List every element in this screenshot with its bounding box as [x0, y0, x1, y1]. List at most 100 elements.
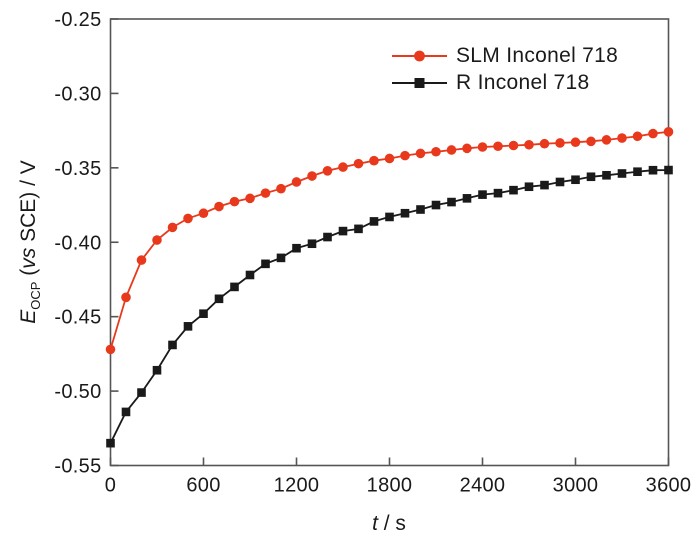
data-point-square — [524, 182, 534, 192]
data-point-square — [276, 253, 286, 263]
data-point-circle — [493, 141, 503, 152]
data-point-square — [183, 322, 193, 331]
data-point-square — [369, 217, 379, 226]
data-point-square — [509, 185, 518, 195]
data-point-circle — [322, 166, 333, 176]
data-point-square — [214, 294, 224, 304]
y-tick-label: -0.50 — [54, 381, 101, 403]
data-point-square — [400, 208, 410, 218]
data-point-circle — [648, 128, 658, 139]
data-point-circle — [570, 137, 581, 148]
data-point-circle — [183, 213, 193, 224]
legend: SLM Inconel 718 R Inconel 718 — [391, 42, 618, 96]
series-line — [109, 169, 669, 444]
y-tick-label: -0.25 — [54, 9, 101, 31]
data-point-circle — [307, 171, 317, 181]
data-point-circle — [586, 136, 596, 147]
y-tick-label: -0.40 — [54, 232, 101, 254]
data-point-square — [586, 172, 596, 182]
data-point-square — [416, 205, 425, 214]
x-tick-label: 2400 — [460, 475, 506, 497]
x-tick-label: 600 — [186, 475, 220, 497]
x-axis-ticks: 0 600 1200 1800 2400 3000 3600 — [105, 457, 692, 497]
data-point-circle — [384, 153, 395, 164]
data-point-square — [555, 177, 565, 187]
data-point-square — [478, 190, 487, 199]
data-point-circle — [462, 143, 472, 154]
series-slm-inconel-718 — [105, 127, 674, 355]
legend-item-slm-inconel-718: SLM Inconel 718 — [391, 42, 618, 69]
y-tick-label: -0.45 — [54, 307, 101, 329]
data-point-circle — [632, 131, 643, 142]
data-point-square — [199, 309, 208, 318]
y-axis-title: EOCP (vs SCE) / V — [17, 160, 43, 324]
data-point-square — [323, 232, 332, 242]
data-point-square — [307, 239, 317, 249]
data-point-circle — [136, 255, 147, 265]
data-point-circle — [198, 208, 209, 219]
x-tick-label: 3000 — [553, 475, 599, 497]
y-tick-label: -0.30 — [54, 83, 101, 105]
y-tick-label: -0.55 — [54, 456, 101, 478]
data-point-square — [633, 167, 642, 177]
y-axis-open-paren: ( — [16, 268, 40, 282]
data-point-square — [602, 170, 611, 180]
x-tick-label: 1800 — [367, 475, 413, 497]
data-point-square — [292, 243, 301, 253]
data-point-square — [648, 165, 658, 175]
data-point-circle — [229, 196, 240, 207]
y-axis-symbol: E — [16, 309, 40, 324]
data-point-circle — [353, 158, 364, 169]
data-point-circle — [446, 145, 457, 155]
data-point-circle — [121, 292, 131, 303]
data-point-circle — [477, 142, 488, 152]
data-point-circle — [539, 138, 550, 149]
data-point-circle — [167, 222, 178, 233]
data-point-square — [261, 259, 270, 269]
legend-square-marker-icon — [392, 77, 447, 88]
data-point-square — [230, 282, 239, 292]
data-point-square — [571, 175, 580, 185]
legend-circle-marker-icon — [392, 50, 447, 61]
data-point-square — [385, 212, 394, 222]
series-line — [109, 130, 669, 350]
data-point-circle — [276, 183, 286, 194]
x-tick-label: 0 — [105, 475, 116, 497]
series-r-inconel-718 — [106, 165, 673, 448]
legend-item-r-inconel-718: R Inconel 718 — [391, 69, 618, 96]
x-axis-units: / s — [377, 512, 406, 535]
y-axis-vs: vs — [16, 247, 40, 269]
data-point-square — [431, 200, 441, 210]
data-point-circle — [245, 193, 255, 204]
y-axis-subscript: OCP — [28, 281, 44, 310]
data-point-circle — [152, 235, 162, 245]
data-point-circle — [291, 177, 302, 187]
data-point-circle — [338, 162, 348, 172]
y-tick-label: -0.35 — [54, 158, 101, 180]
legend-label-slm: SLM Inconel 718 — [456, 43, 619, 67]
data-point-square — [617, 169, 627, 178]
data-point-square — [540, 180, 549, 190]
data-point-square — [137, 388, 146, 397]
data-point-square — [338, 226, 348, 236]
data-point-square — [664, 165, 673, 175]
x-axis-symbol: t — [372, 512, 378, 535]
y-axis-units: SCE) / V — [16, 160, 40, 248]
data-point-circle — [400, 150, 410, 161]
data-point-circle — [415, 148, 426, 159]
x-tick-label: 1200 — [274, 475, 320, 497]
data-point-circle — [555, 138, 565, 148]
data-point-circle — [524, 139, 534, 150]
data-point-circle — [260, 188, 271, 198]
data-point-circle — [508, 140, 519, 151]
x-tick-label: 3600 — [646, 475, 692, 497]
legend-label-r: R Inconel 718 — [456, 70, 590, 94]
y-axis-ticks: -0.25 -0.30 -0.35 -0.40 -0.45 -0.50 -0.55 — [54, 9, 119, 478]
data-point-square — [447, 197, 456, 207]
data-point-square — [168, 340, 177, 350]
data-point-circle — [214, 201, 224, 212]
data-point-square — [245, 270, 255, 280]
data-point-circle — [601, 135, 612, 145]
